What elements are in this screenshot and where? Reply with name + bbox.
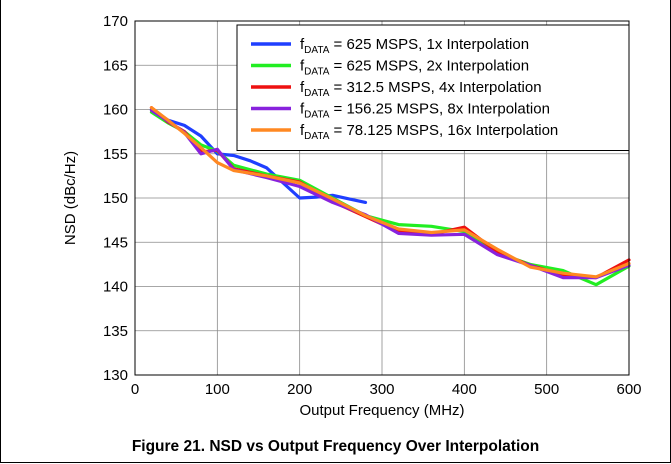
figure-caption: Figure 21. NSD vs Output Frequency Over …: [131, 438, 540, 455]
x-tick-label: 200: [287, 381, 312, 398]
y-tick-label: 135: [103, 323, 128, 340]
series-line-5: [149, 106, 631, 279]
y-tick-label: 150: [103, 190, 128, 207]
legend-entry-label: fDATA = 156.25 MSPS, 8x Interpolation: [300, 101, 550, 121]
y-tick-label: 140: [103, 279, 128, 296]
x-tick-label: 0: [131, 381, 139, 398]
y-tick-label: 145: [103, 234, 128, 251]
series-lines: [149, 106, 631, 287]
legend-entry-label: fDATA = 625 MSPS, 1x Interpolation: [300, 36, 529, 56]
y-tick-label: 130: [103, 367, 128, 384]
legend: fDATA = 625 MSPS, 1x InterpolationfDATA …: [236, 24, 630, 151]
x-tick-label: 500: [534, 381, 559, 398]
legend-entry-label: fDATA = 78.125 MSPS, 16x Interpolation: [300, 122, 558, 142]
legend-entry-label: fDATA = 312.5 MSPS, 4x Interpolation: [300, 79, 542, 99]
y-axis-label: NSD (dBc/Hz): [62, 151, 79, 245]
nsd-chart: 0 100 200 300 400 500 600 130 135 140 145 150 155 160…: [62, 13, 642, 419]
legend-entry-label: fDATA = 625 MSPS, 2x Interpolation: [300, 58, 529, 78]
x-tick-label: 100: [205, 381, 230, 398]
tick-labels: 0 100 200 300 400 500 600 130 135 140 145 150 155 160…: [103, 13, 642, 398]
x-tick-label: 400: [452, 381, 477, 398]
y-tick-label: 160: [103, 102, 128, 119]
x-tick-label: 300: [369, 381, 394, 398]
y-tick-label: 170: [103, 13, 128, 30]
plot-area-border: [134, 20, 630, 376]
x-axis-label: Output Frequency (MHz): [299, 402, 464, 419]
y-tick-label: 165: [103, 57, 128, 74]
legend-box: [236, 24, 630, 151]
x-tick-label: 600: [616, 381, 641, 398]
y-tick-label: 155: [103, 146, 128, 163]
